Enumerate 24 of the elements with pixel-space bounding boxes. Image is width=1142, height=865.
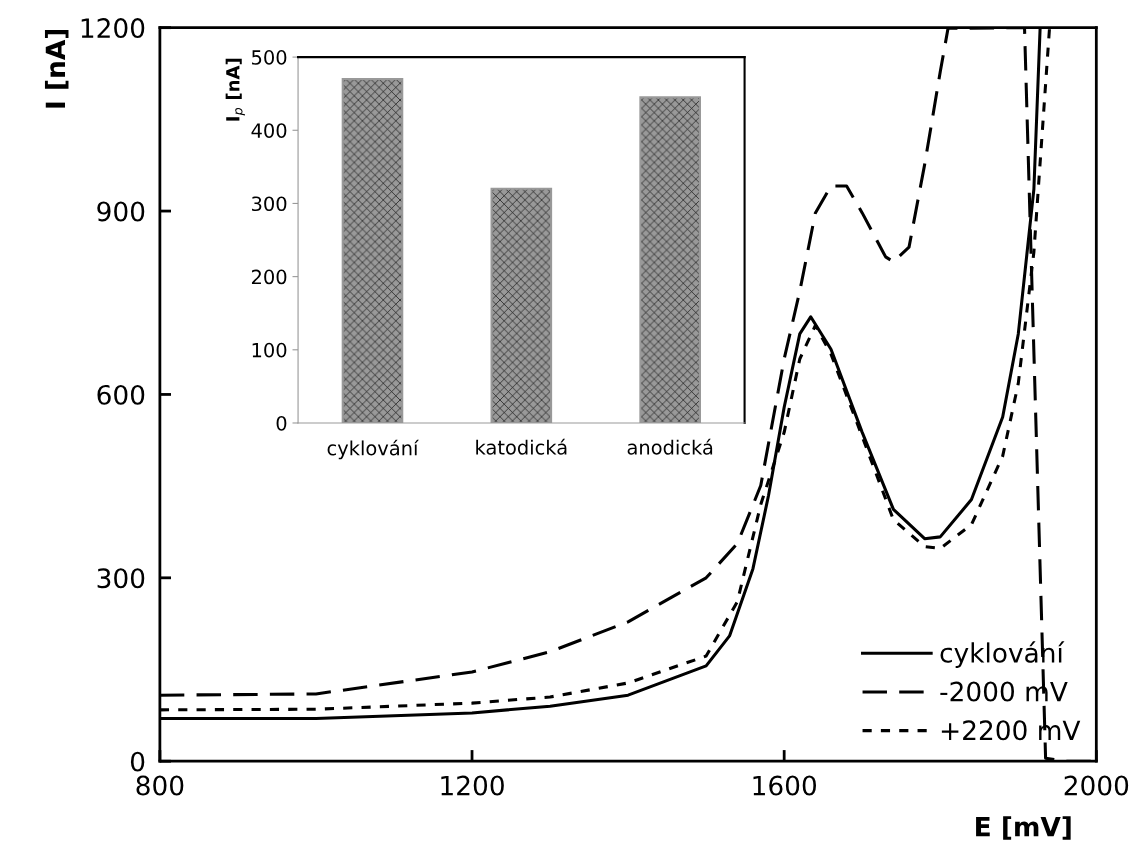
x-tick-label: 1600 xyxy=(753,775,816,796)
legend-label: -2000 mV xyxy=(940,681,1068,702)
x-tick-label: 1200 xyxy=(441,775,504,796)
y-tick-label: 0 xyxy=(130,751,145,772)
x-tick-label: katodická xyxy=(476,438,567,455)
legend-label: +2200 mV xyxy=(941,720,1081,741)
y-tick-label: 300 xyxy=(252,196,287,212)
y-tick-label: 1200 xyxy=(81,18,145,39)
x-tick-label: 800 xyxy=(136,775,184,796)
x-tick-label: 2000 xyxy=(1064,775,1129,796)
y-tick-label: 0 xyxy=(276,415,287,431)
x-tick-label: anodická xyxy=(627,438,713,455)
y-tick-label: 200 xyxy=(251,269,287,285)
x-tick-label: cyklování xyxy=(327,439,419,460)
legend-label: cyklování xyxy=(940,641,1065,668)
y-tick-label: 500 xyxy=(252,50,287,65)
y-tick-label: 300 xyxy=(97,568,145,589)
y-tick-label: 900 xyxy=(97,201,145,222)
y-axis-title: I [nA] xyxy=(44,29,69,108)
y-axis-title: I$_{p}$ [nA] xyxy=(225,58,245,121)
y-tick-label: 100 xyxy=(252,342,287,358)
x-axis-title: E [mV] xyxy=(976,816,1071,840)
y-tick-label: 600 xyxy=(97,384,145,405)
y-tick-label: 400 xyxy=(251,123,287,138)
